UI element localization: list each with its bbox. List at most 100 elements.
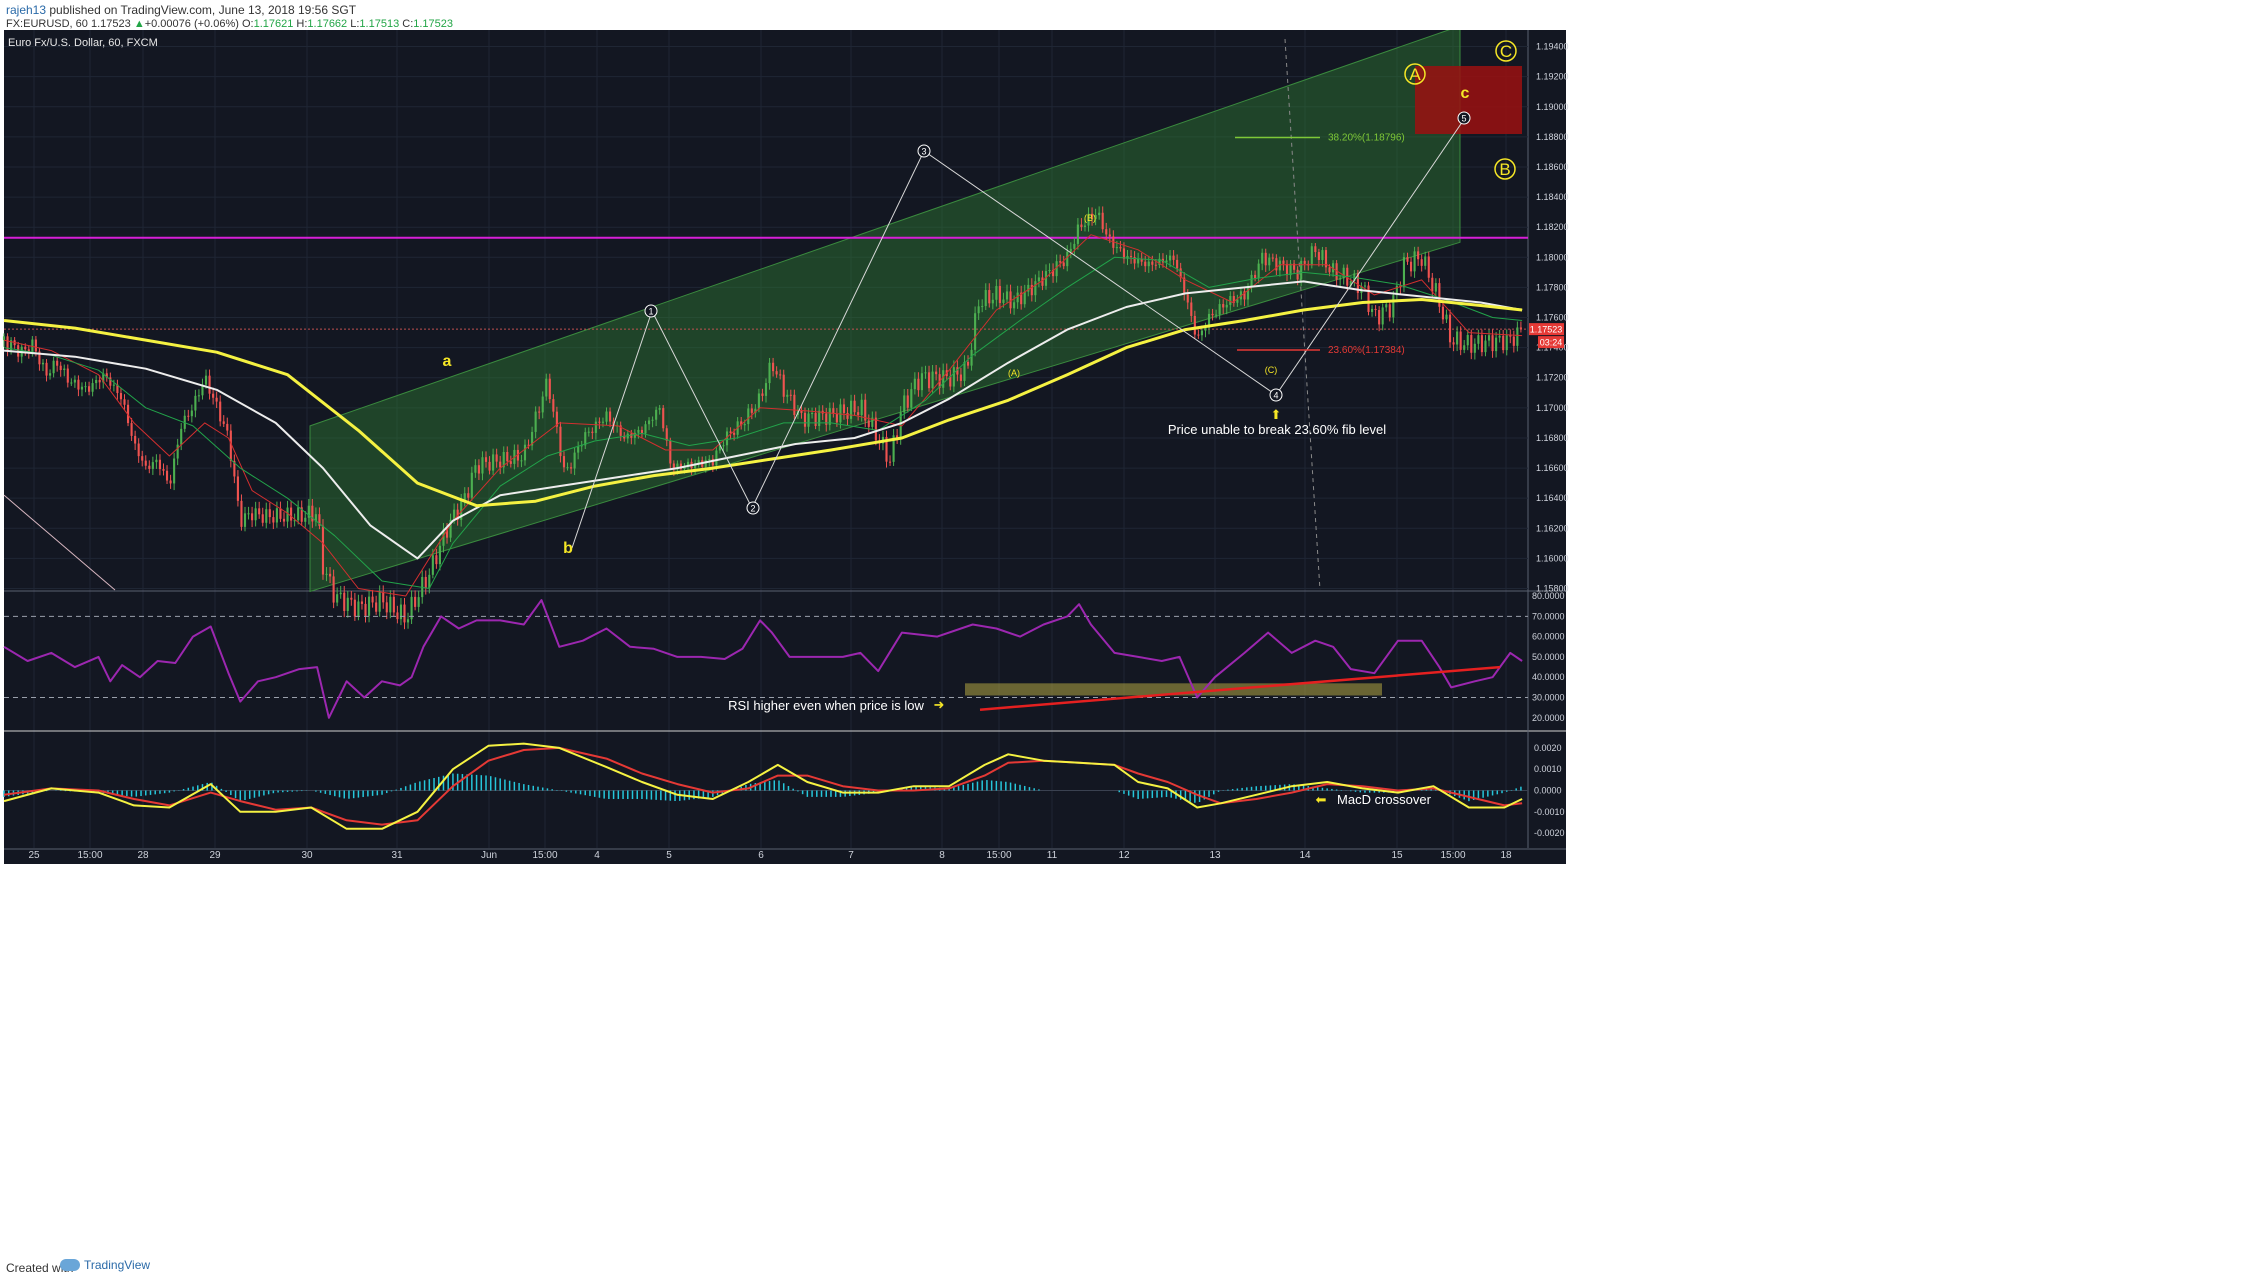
candle-body — [442, 529, 445, 546]
candle-body — [1165, 260, 1168, 263]
candle-body — [651, 419, 654, 421]
candle-body — [1023, 291, 1026, 305]
candle-body — [594, 421, 597, 433]
candle-body — [800, 410, 803, 413]
candle-body — [1285, 263, 1289, 276]
candle-body — [10, 340, 13, 351]
candle-body — [169, 480, 172, 484]
candle-body — [73, 379, 76, 383]
candle-body — [102, 373, 105, 383]
candle-body — [378, 592, 381, 612]
candle-body — [495, 454, 498, 462]
candle-body — [1197, 334, 1200, 336]
candle-body — [364, 603, 367, 616]
candle-body — [1176, 259, 1179, 269]
wave-circle-marker — [644, 304, 658, 318]
candle-body — [1512, 336, 1515, 346]
candle-body — [754, 408, 757, 413]
up-arrow-icon: ⬆ — [1271, 407, 1282, 422]
candle-body — [1254, 274, 1257, 278]
candle-body — [1448, 314, 1452, 343]
candle-body — [920, 373, 924, 391]
candle-body — [484, 457, 488, 462]
candle-body — [818, 410, 821, 427]
candle-body — [1232, 296, 1235, 303]
x-tick-label: 15:00 — [1440, 850, 1465, 861]
candle-body — [1172, 255, 1175, 260]
tradingview-link[interactable]: TradingView — [60, 1258, 150, 1272]
corrective-wave-label: (C) — [1265, 365, 1278, 375]
candle-body — [208, 375, 211, 394]
publish-info: published on TradingView.com, June 13, 2… — [49, 3, 357, 17]
candle-body — [197, 395, 200, 397]
candle-body — [577, 446, 580, 453]
candle-body — [1300, 260, 1303, 280]
candle-body — [605, 411, 608, 422]
ohlc-line: FX:EURUSD, 60 1.17523 ▲+0.00076 (+0.06%)… — [6, 18, 453, 30]
y-tick-label: 1.17200 — [1536, 373, 1569, 383]
price-change: +0.00076 (+0.06%) — [144, 18, 239, 30]
candle-body — [311, 505, 314, 522]
trading-chart[interactable]: 25 15:00 28 29 30 31 Jun 15:00 4 5 6 7 8 15:00 11 12 13 1… — [0, 30, 2267, 1282]
candle-body — [307, 505, 310, 518]
candle-body — [555, 411, 558, 427]
candle-body — [1083, 225, 1087, 228]
candle-body — [931, 371, 934, 389]
y-tick-label: 1.18200 — [1536, 222, 1569, 232]
author-link[interactable]: rajeh13 — [6, 3, 47, 17]
candle-body — [704, 459, 707, 467]
candle-body — [151, 462, 154, 469]
candle-body — [1434, 283, 1437, 292]
candle-body — [1275, 258, 1278, 271]
candle-body — [995, 286, 998, 300]
candle-body — [559, 426, 562, 457]
candle-body — [1225, 304, 1228, 308]
corrective-wave-label: (B) — [1084, 213, 1096, 223]
candle-body — [428, 574, 431, 588]
candle-body — [1413, 251, 1416, 272]
candle-body — [601, 421, 605, 423]
candle-body — [233, 460, 236, 477]
low-value: 1.17513 — [359, 18, 400, 30]
candle-body — [474, 465, 477, 473]
x-tick-label: 15:00 — [77, 850, 102, 861]
macd-annotation: MacD crossover — [1337, 792, 1432, 807]
x-tick-label: Jun — [481, 850, 497, 861]
y-tick-label: 1.16200 — [1536, 523, 1569, 533]
candle-body — [839, 404, 842, 423]
candle-body — [1158, 258, 1161, 265]
y-tick-label: 1.16400 — [1536, 493, 1569, 503]
candle-body — [1473, 343, 1476, 353]
candle-body — [286, 507, 289, 522]
candle-body — [1105, 229, 1108, 235]
candle-body — [587, 431, 590, 433]
x-tick-label: 4 — [594, 850, 600, 861]
candle-body — [725, 431, 729, 446]
candle-body — [343, 592, 346, 611]
ema-white-line — [3, 280, 1523, 560]
candle-body — [84, 386, 87, 388]
rsi-line — [3, 599, 1523, 719]
high-label: H: — [296, 18, 308, 30]
candle-body — [194, 395, 197, 411]
candle-body — [672, 463, 675, 470]
candle-body — [764, 383, 768, 396]
countdown-tag-label: 03:24 — [1540, 338, 1563, 348]
candle-body — [282, 518, 286, 522]
candle-body — [772, 362, 775, 372]
candle-body — [548, 378, 551, 400]
candle-body — [1034, 281, 1037, 296]
x-tick-label: 15:00 — [986, 850, 1011, 861]
candle-body — [1101, 212, 1104, 230]
candle-body — [353, 599, 356, 617]
candle-body — [1310, 246, 1313, 266]
candle-body — [1332, 263, 1335, 273]
candle-body — [1183, 277, 1186, 295]
candle-body — [811, 413, 814, 415]
candle-body — [350, 597, 353, 600]
created-with-label: Created with — [6, 1261, 74, 1275]
x-tick-label: 18 — [1500, 850, 1512, 861]
candle-body — [1519, 327, 1522, 329]
candle-body — [825, 413, 828, 425]
candle-body — [1509, 335, 1512, 337]
